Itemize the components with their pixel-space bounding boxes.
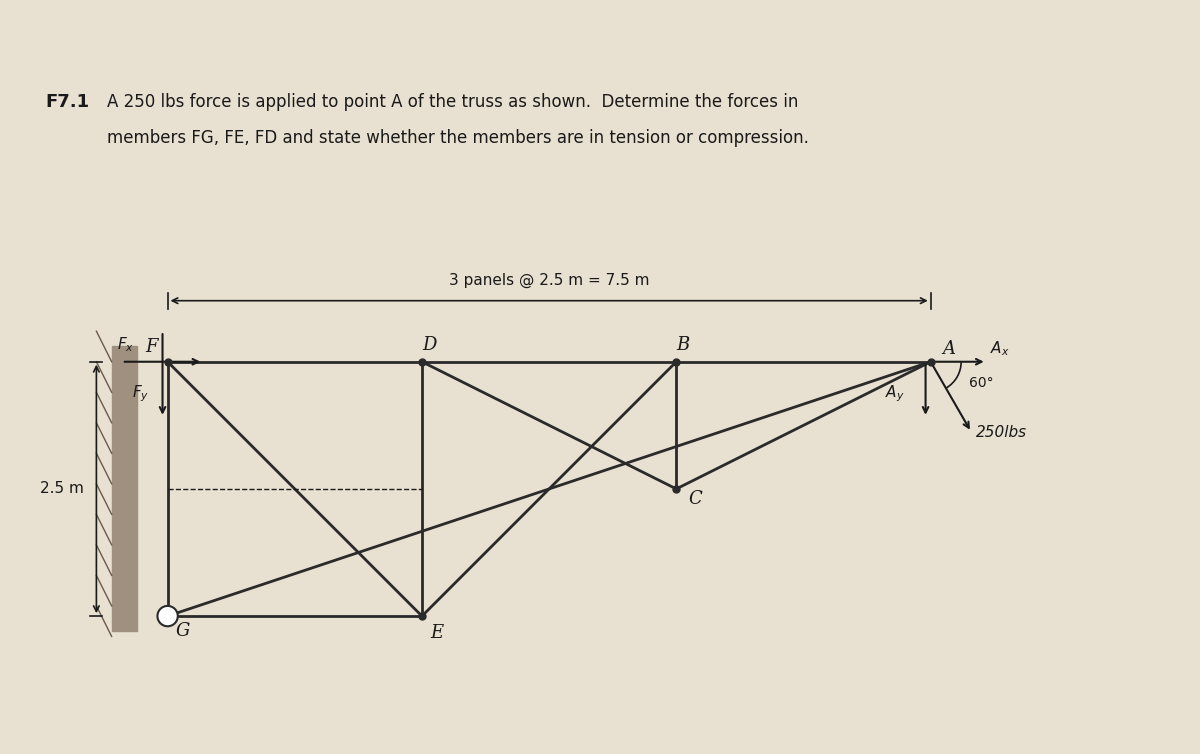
Text: F: F xyxy=(145,338,157,356)
Text: members FG, FE, FD and state whether the members are in tension or compression.: members FG, FE, FD and state whether the… xyxy=(107,129,809,147)
Text: 3 panels @ 2.5 m = 7.5 m: 3 panels @ 2.5 m = 7.5 m xyxy=(449,273,649,289)
Text: D: D xyxy=(422,336,437,354)
Text: 250lbs: 250lbs xyxy=(977,425,1027,440)
Circle shape xyxy=(157,606,178,627)
Text: 2.5 m: 2.5 m xyxy=(41,481,84,496)
Text: 60°: 60° xyxy=(970,376,994,390)
Text: $F_y$: $F_y$ xyxy=(132,384,149,404)
Text: $A_y$: $A_y$ xyxy=(884,384,905,404)
Text: G: G xyxy=(175,623,190,640)
Text: F7.1: F7.1 xyxy=(46,93,90,112)
Text: B: B xyxy=(677,336,690,354)
Text: $A_x$: $A_x$ xyxy=(990,339,1009,358)
Text: A: A xyxy=(943,339,956,357)
Text: E: E xyxy=(430,624,443,642)
Text: $F_x$: $F_x$ xyxy=(116,336,134,354)
Text: A 250 lbs force is applied to point A of the truss as shown.  Determine the forc: A 250 lbs force is applied to point A of… xyxy=(107,93,798,112)
Bar xyxy=(112,347,137,631)
Text: C: C xyxy=(689,490,702,508)
